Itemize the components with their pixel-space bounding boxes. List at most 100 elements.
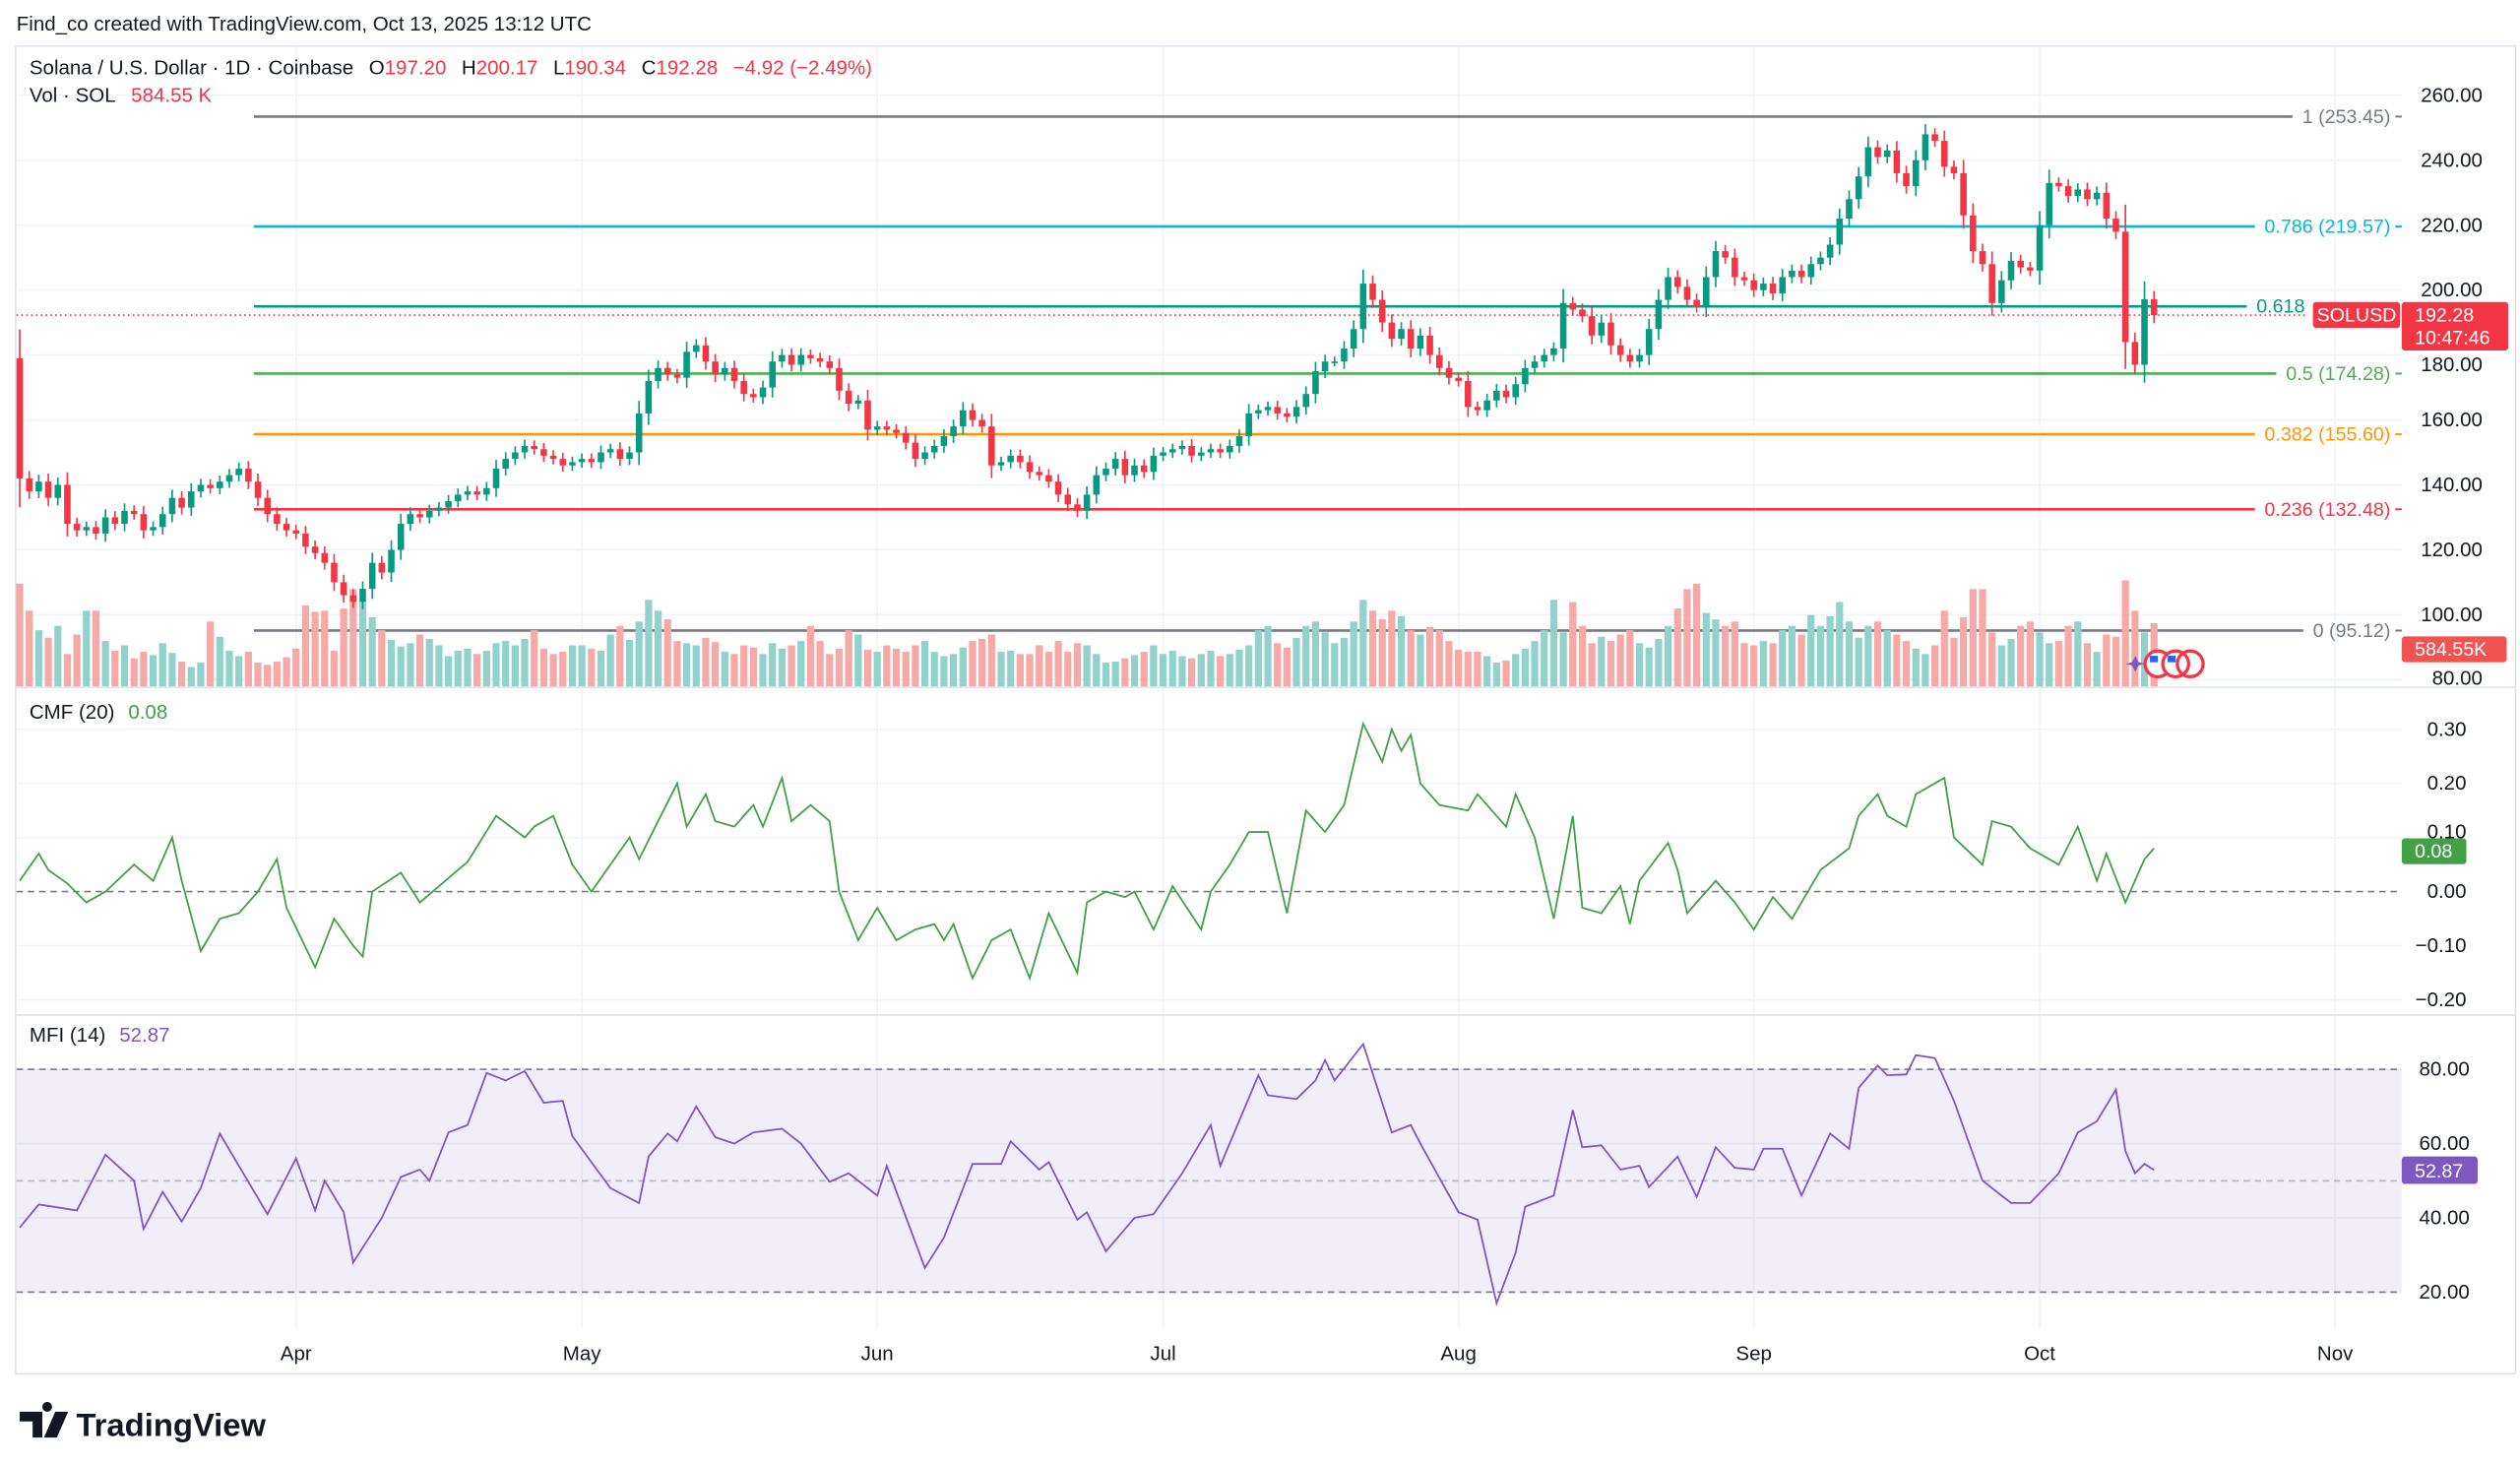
volume-bar [797,641,805,687]
tradingview-logo[interactable]: TradingView [20,1402,267,1442]
candle-body [1359,284,1367,330]
event-markers[interactable] [2125,649,2205,679]
candle-body [1150,455,1158,473]
cmf-badge-text: 0.08 [2415,841,2452,862]
volume-bar [816,641,824,687]
volume-bar [1417,634,1424,687]
candle-body [1207,449,1215,453]
candle [1883,144,1891,163]
candle-body [158,514,166,528]
candle-body [2027,267,2034,271]
candle [1588,307,1596,345]
candle [349,589,357,608]
volume-bar [1331,643,1339,687]
candle-body [1760,284,1767,290]
candle [368,552,376,600]
candle-body [225,475,233,482]
volume-bar [1168,650,1176,687]
volume-bar [1044,652,1053,687]
bar-countdown: 10:47:46 [2415,327,2490,349]
fib-level-label: 0.786 (219.57) [2264,217,2390,238]
volume-bar [950,654,958,687]
candle [1417,328,1424,356]
candle [740,373,747,402]
volume-bar [473,654,481,687]
volume-bar [597,650,605,687]
candle [1302,386,1310,414]
candle [397,513,405,560]
mfi-line [19,1042,2155,1306]
grid [16,46,2402,1328]
volume-bar [1455,649,1463,687]
candle-body [854,400,862,405]
candle-body [1703,277,1710,307]
candle [225,469,233,488]
volume-bar [273,661,281,687]
volume-bar [1217,656,1225,687]
chart-caption: Find_co created with TradingView.com, Oc… [17,13,592,35]
candle [730,360,738,389]
volume-bar [1997,645,2005,687]
candle [1054,474,1062,502]
candle [378,555,386,580]
candle [1007,449,1014,469]
candle-body [883,426,891,430]
candle-body [845,390,852,405]
candle [1455,372,1462,387]
volume-bar [1445,641,1453,687]
volume-bar [1779,630,1787,687]
candle-body [1093,475,1101,495]
volume-bar [464,648,472,687]
volume-bar [663,619,671,687]
candle-body [168,497,176,515]
candle-body [1712,251,1720,278]
volume-bar [1845,621,1854,687]
candle-body [1626,354,1634,362]
candle-body [1007,455,1014,463]
candle [826,354,834,375]
candle [1398,322,1405,347]
candle-body [2150,298,2158,316]
candle-body [378,562,386,573]
candle-body [1378,299,1386,323]
candle [578,453,586,469]
candle-body [836,367,843,391]
volume-bar [1388,610,1396,687]
candle [1531,354,1539,375]
candle-body [1616,345,1624,355]
candle-body [1168,449,1176,453]
fib-level-label: 0 (95.12) [2313,620,2391,642]
volume-bar [1893,634,1901,687]
candle-body [521,445,529,453]
volume-bar [1740,643,1748,687]
candle-body [340,582,347,596]
candle-body [1607,322,1614,346]
candle [1732,248,1738,287]
candle-body [2074,189,2082,197]
volume-bar [2083,643,2092,687]
candle-body [512,452,519,460]
candle [2007,252,2015,289]
candle [1350,320,1357,357]
candle [1740,271,1748,287]
candle [1483,393,1490,417]
candle [207,478,214,494]
candle [1846,190,1853,228]
volume-bar [1788,625,1796,687]
candle [1512,376,1519,406]
candle-body [1160,452,1166,456]
price-tick-label: 240.00 [2421,149,2483,171]
price-badge: 192.28 10:47:46 [2401,301,2509,351]
candle-body [1465,380,1472,408]
volume-bar [2074,621,2082,687]
candle [978,414,985,433]
candle-body [1645,329,1653,355]
candle [1522,359,1529,393]
candle [2017,254,2024,274]
volume-bar [2017,625,2025,687]
sparkle-icon[interactable] [2125,656,2146,672]
candle-body [1998,280,2005,303]
us-flag-icon[interactable] [2175,649,2205,679]
candle-body [1693,299,1700,307]
